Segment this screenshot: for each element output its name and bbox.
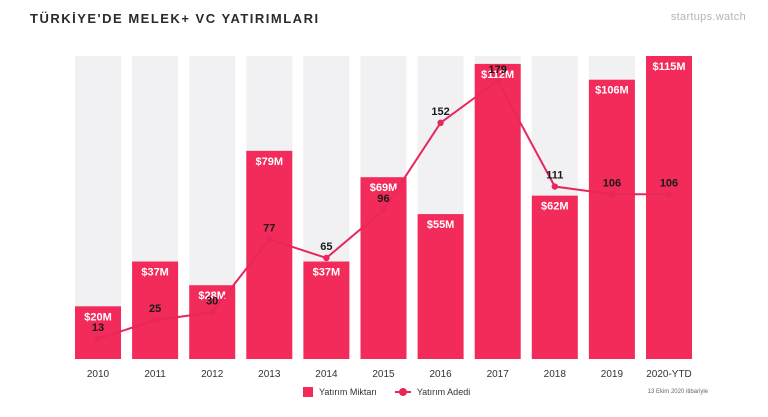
- x-tick-label: 2013: [258, 369, 281, 380]
- bar-value-label: $20M: [84, 311, 112, 323]
- bar: [303, 261, 350, 359]
- line-value-label: 77: [263, 222, 275, 234]
- bar-value-label: $69M: [370, 182, 398, 194]
- x-tick-label: 2011: [144, 369, 166, 380]
- bar: [646, 56, 692, 359]
- line-point: [266, 236, 273, 243]
- x-tick-label: 2019: [601, 369, 624, 380]
- bar: [588, 79, 635, 359]
- line-value-label: 25: [149, 303, 161, 315]
- legend-item-line: Yatırım Adedi: [394, 387, 471, 397]
- line-value-label: 106: [660, 177, 678, 189]
- bar-value-label: $79M: [256, 156, 284, 168]
- x-tick-label: 2020-YTD: [646, 369, 692, 380]
- line-point: [151, 316, 159, 324]
- bar-value-label: $55M: [427, 219, 455, 231]
- bar-swatch: [303, 387, 313, 397]
- brand-logo: startups.watch: [670, 11, 746, 23]
- bar-value-label: $37M: [313, 267, 341, 279]
- bar-value-label: $37M: [141, 267, 169, 279]
- bar: [417, 214, 464, 359]
- bar: [531, 195, 578, 359]
- line-value-label: 152: [431, 106, 449, 118]
- bar: [189, 285, 236, 359]
- line-point: [665, 191, 673, 198]
- line-value-label: 30: [206, 295, 218, 307]
- bar-value-label: $112M: [481, 69, 514, 81]
- x-tick-label: 2014: [315, 369, 338, 380]
- line-value-label: 106: [603, 177, 621, 189]
- line-value-label: 65: [320, 241, 332, 253]
- line-value-label: 96: [377, 193, 389, 205]
- chart-title: TÜRKİYE'DE MELEK+ VC YATIRIMLARI: [30, 11, 320, 26]
- legend-line-label: Yatırım Adedi: [416, 387, 471, 397]
- x-tick-label: 2017: [487, 369, 510, 380]
- x-tick-label: 2016: [429, 369, 452, 380]
- line-value-label: 13: [92, 322, 104, 334]
- bar-value-label: $115M: [652, 61, 685, 73]
- line-point: [437, 119, 444, 127]
- legend: Yatırım Miktarı Yatırım Adedi: [303, 387, 470, 397]
- line-point: [209, 309, 216, 316]
- bar-value-label: $106M: [595, 85, 629, 97]
- bar-value-label: $28M: [198, 290, 226, 302]
- bar-value-label: $62M: [541, 201, 569, 213]
- legend-bar-label: Yatırım Miktarı: [319, 387, 377, 397]
- x-tick-label: 2018: [544, 369, 567, 380]
- bar: [474, 63, 521, 359]
- line-point: [494, 77, 501, 85]
- line-value-label: 111: [546, 170, 563, 182]
- bar: [132, 261, 179, 359]
- line-point: [94, 335, 102, 342]
- line-point: [551, 183, 558, 190]
- line-point: [380, 206, 387, 214]
- bar: [75, 306, 121, 359]
- footnote: 13 Ekim 2020 itibariyle: [647, 389, 708, 395]
- bar: [246, 150, 293, 359]
- line-point: [323, 254, 330, 262]
- line-point: [608, 191, 616, 198]
- x-tick-label: 2012: [201, 369, 224, 380]
- line-swatch: [394, 387, 411, 397]
- x-tick-label: 2010: [87, 369, 110, 380]
- legend-item-bar: Yatırım Miktarı: [303, 387, 377, 397]
- line-value-label: 179: [489, 64, 507, 76]
- x-tick-label: 2015: [372, 369, 395, 380]
